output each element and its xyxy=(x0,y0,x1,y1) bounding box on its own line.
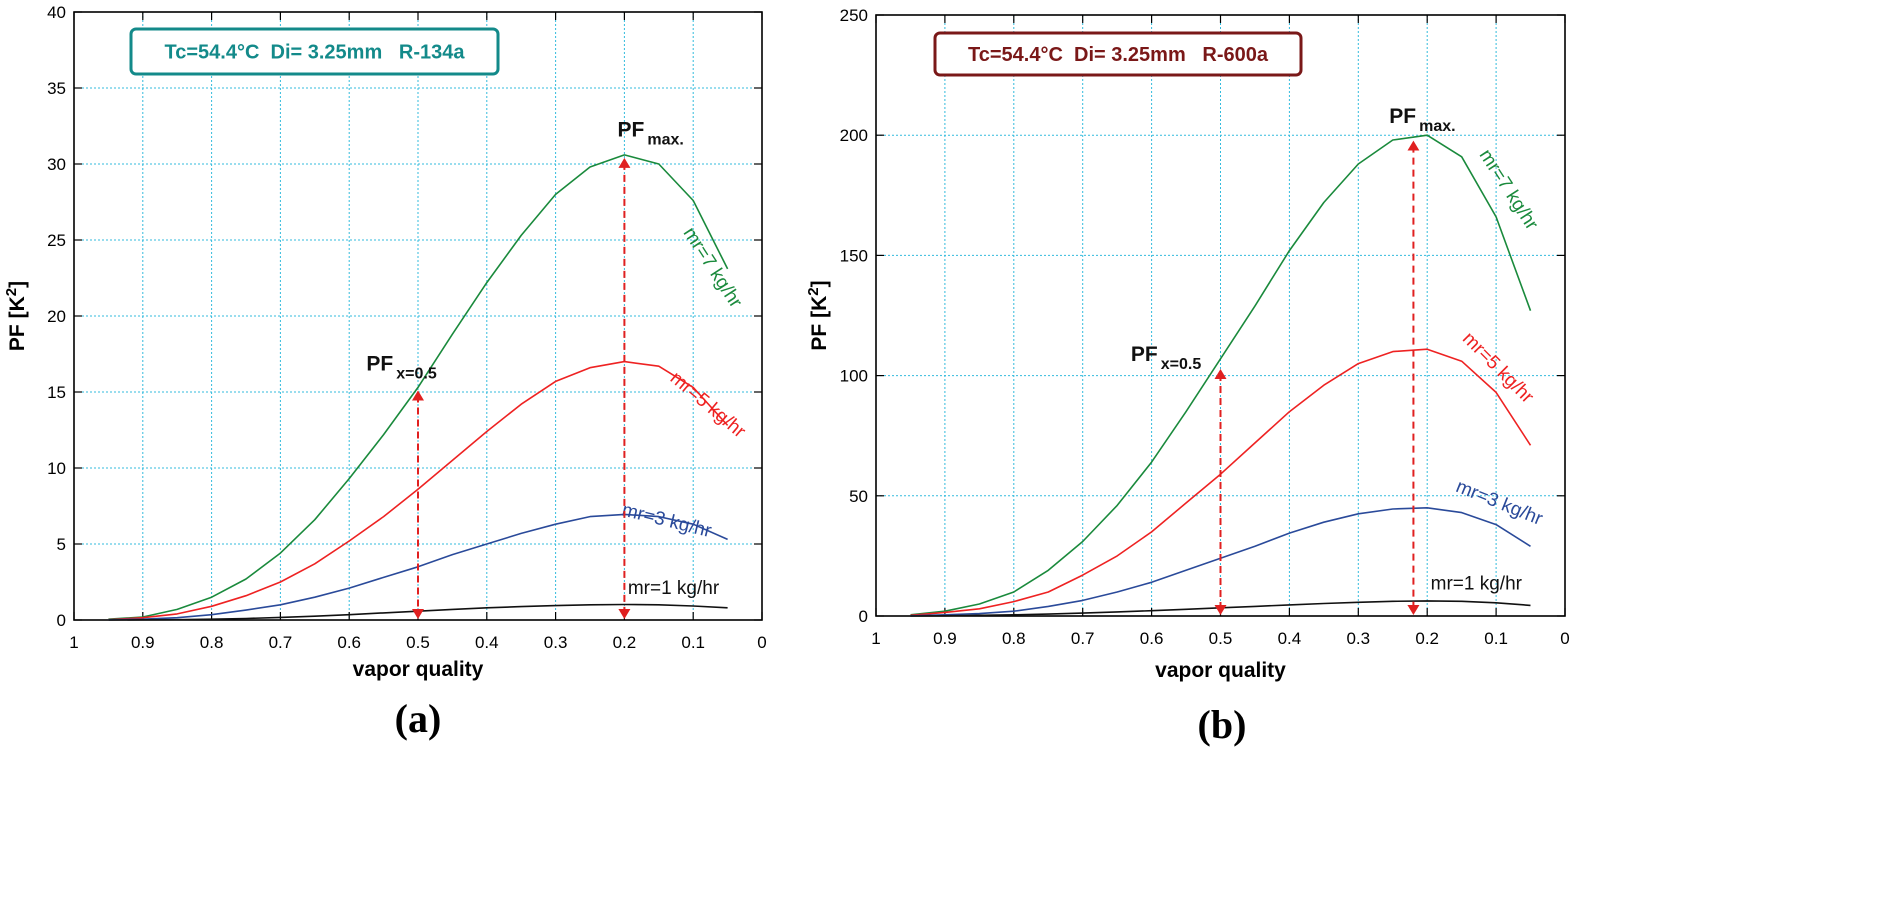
chart-panel-a: 1 0.9 0.8 0.7 0.6 0.5 0.4 0.3 0.2 0.1 0 0 5 10 15 20 25 3… xyxy=(3,3,767,741)
y-tick-label: 50 xyxy=(849,487,868,506)
x-tick-label: 1 xyxy=(69,633,78,652)
y-tick-label: 150 xyxy=(840,246,868,265)
series-label: mr=1 kg/hr xyxy=(628,578,720,599)
y-tick-label: 20 xyxy=(47,307,66,326)
y-tick-label: 0 xyxy=(859,607,868,626)
annotation-label-sub: max. xyxy=(647,132,683,149)
y-axis-label-close: ] xyxy=(6,281,29,288)
y-axis-label-sup: 2 xyxy=(805,287,822,295)
y-tick-label: 40 xyxy=(47,3,66,22)
x-tick-label: 0.3 xyxy=(1346,629,1370,648)
y-axis-label-main: PF [K xyxy=(808,296,831,351)
x-tick-label: 0.1 xyxy=(681,633,705,652)
annotation-label: PF max. xyxy=(1389,105,1455,135)
annotation-label: PF x=0.5 xyxy=(366,353,436,383)
title-box-text: Tc=54.4°C Di= 3.25mm R-134a xyxy=(164,42,465,64)
x-tick-label: 0.5 xyxy=(1209,629,1233,648)
series-label: mr=1 kg/hr xyxy=(1431,574,1523,595)
annotation-label-main: PF xyxy=(618,119,645,142)
x-axis-label: vapor quality xyxy=(1155,659,1286,682)
series-line-mr-7-kg-hr xyxy=(108,154,729,620)
x-tick-label: 0.1 xyxy=(1484,629,1508,648)
y-axis-label: PF [K2] xyxy=(805,280,831,350)
y-axis-label-sup: 2 xyxy=(3,288,20,296)
annotation-label-main: PF xyxy=(366,353,393,376)
y-tick-label: 100 xyxy=(840,367,868,386)
y-tick-label: 10 xyxy=(47,459,66,478)
title-box xyxy=(129,27,500,76)
annotation-label: PF x=0.5 xyxy=(1131,343,1201,373)
x-tick-label: 0.4 xyxy=(475,633,499,652)
x-tick-label: 0.6 xyxy=(337,633,361,652)
panel-caption: (a) xyxy=(395,696,442,741)
x-tick-label: 0 xyxy=(1560,629,1569,648)
x-tick-label: 0.7 xyxy=(269,633,293,652)
y-tick-label: 250 xyxy=(840,6,868,25)
x-tick-label: 0.5 xyxy=(406,633,430,652)
chart-panel-b: 1 0.9 0.8 0.7 0.6 0.5 0.4 0.3 0.2 0.1 0 0 50 100 150 20… xyxy=(805,6,1570,747)
x-tick-label: 0.3 xyxy=(544,633,568,652)
title-box-text: Tc=54.4°C Di= 3.25mm R-600a xyxy=(968,44,1269,66)
series-line-mr-7-kg-hr xyxy=(910,134,1532,616)
y-tick-label: 30 xyxy=(47,155,66,174)
y-tick-label: 25 xyxy=(47,231,66,250)
annotation-label-sub: x=0.5 xyxy=(396,366,437,383)
y-tick-label: 35 xyxy=(47,79,66,98)
x-tick-label: 1 xyxy=(871,629,880,648)
x-tick-label: 0 xyxy=(757,633,766,652)
y-axis-label: PF [K2] xyxy=(3,281,29,351)
x-tick-label: 0.2 xyxy=(1415,629,1439,648)
x-tick-label: 0.7 xyxy=(1071,629,1095,648)
x-tick-label: 0.4 xyxy=(1278,629,1302,648)
x-tick-label: 0.6 xyxy=(1140,629,1164,648)
annotation-label-sub: x=0.5 xyxy=(1161,356,1202,373)
annotation-label: PF max. xyxy=(618,119,684,149)
annotation-label-main: PF xyxy=(1389,105,1416,128)
y-tick-label: 0 xyxy=(57,611,66,630)
y-axis-label-close: ] xyxy=(808,280,831,287)
y-tick-label: 15 xyxy=(47,383,66,402)
annotation-label-main: PF xyxy=(1131,343,1158,366)
y-axis-label-main: PF [K xyxy=(6,296,29,351)
x-tick-label: 0.8 xyxy=(1002,629,1026,648)
panel-caption: (b) xyxy=(1198,702,1247,747)
x-tick-label: 0.2 xyxy=(613,633,637,652)
annotation-label-sub: max. xyxy=(1419,118,1455,135)
x-axis-label: vapor quality xyxy=(353,658,484,681)
x-tick-label: 0.8 xyxy=(200,633,224,652)
y-tick-label: 5 xyxy=(57,535,66,554)
x-tick-label: 0.9 xyxy=(131,633,155,652)
y-tick-label: 200 xyxy=(840,126,868,145)
x-tick-label: 0.9 xyxy=(933,629,957,648)
title-box xyxy=(933,31,1303,77)
